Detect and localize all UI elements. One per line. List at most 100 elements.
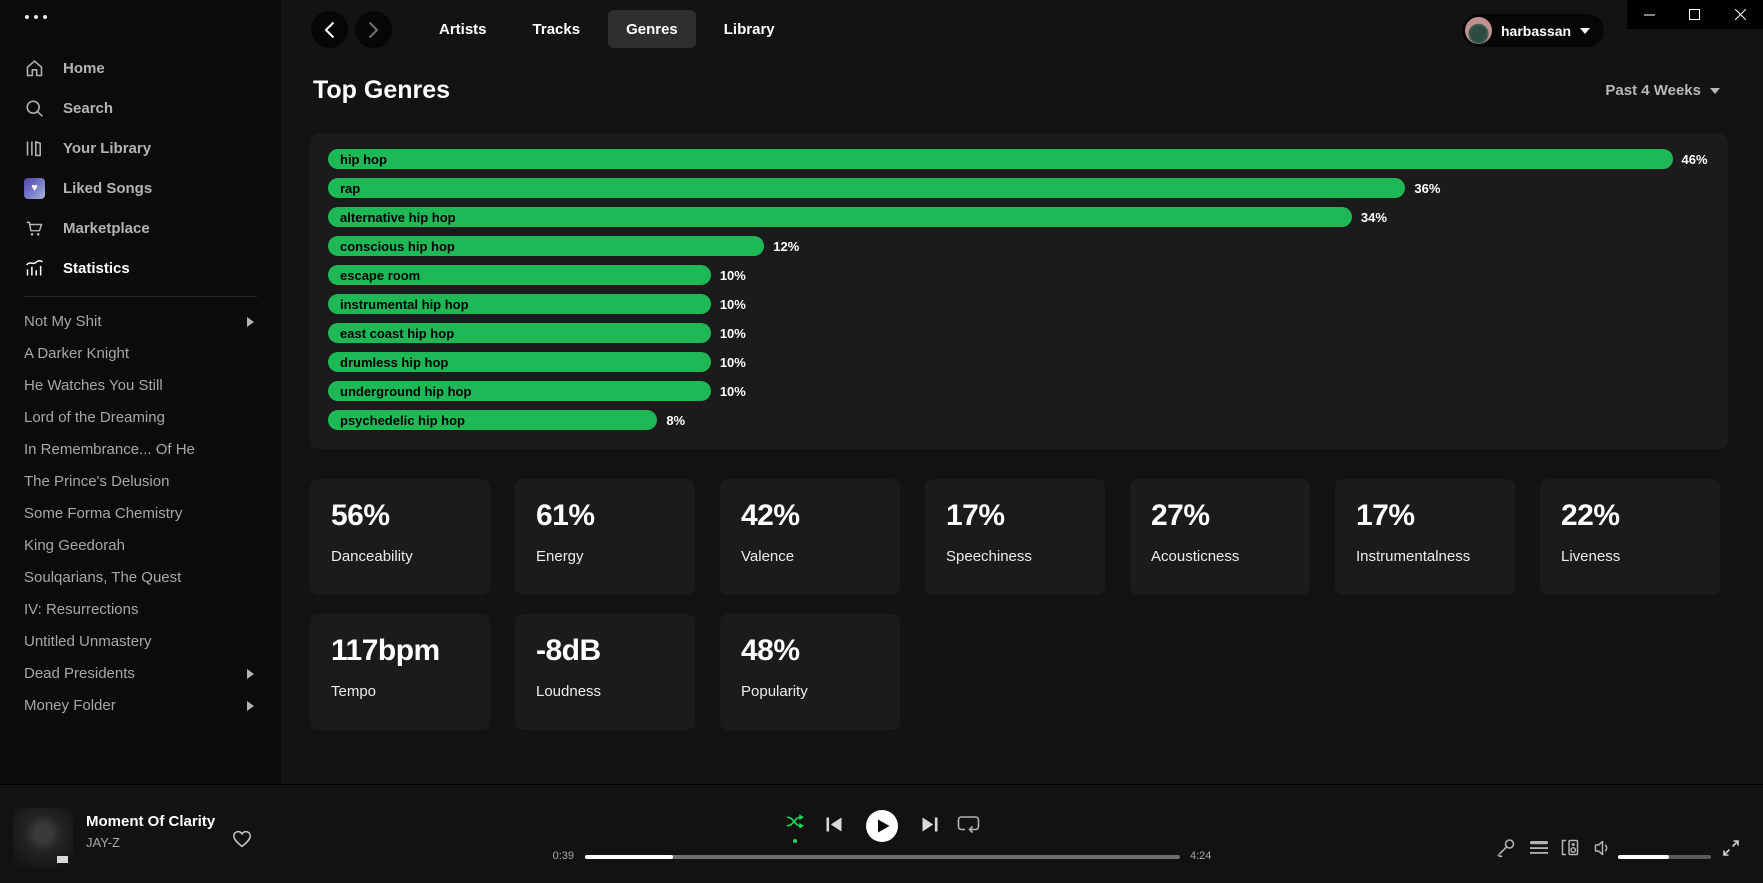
playlist-label: IV: Resurrections	[24, 600, 139, 618]
progress-bar[interactable]	[585, 855, 1180, 859]
user-name: harbassan	[1501, 22, 1572, 39]
track-artist[interactable]: JAY-Z	[86, 835, 120, 850]
volume-slider[interactable]	[1618, 855, 1711, 859]
back-button[interactable]	[311, 11, 348, 48]
genre-bar-label: conscious hip hop	[340, 238, 455, 254]
playlist-item-not-my-shit[interactable]: Not My Shit	[0, 305, 281, 337]
volume-button[interactable]	[1594, 840, 1611, 861]
elapsed-time: 0:39	[552, 850, 574, 862]
track-title[interactable]: Moment Of Clarity	[86, 813, 216, 830]
queue-button[interactable]	[1530, 841, 1548, 860]
tab-artists[interactable]: Artists	[421, 10, 505, 48]
view-tabs: Artists Tracks Genres Library	[421, 10, 793, 48]
sidebar-item-liked-songs[interactable]: ♥ Liked Songs	[0, 168, 281, 208]
playback-controls	[786, 810, 982, 846]
genre-bar: east coast hip hop	[328, 323, 711, 343]
liked-heart-icon: ♥	[24, 177, 45, 199]
playlist-item-lord-of-the-dreaming[interactable]: Lord of the Dreaming	[0, 401, 281, 433]
playlist-item-a-darker-knight[interactable]: A Darker Knight	[0, 337, 281, 369]
playlist-label: Some Forma Chemistry	[24, 504, 183, 522]
stat-label: Liveness	[1561, 548, 1621, 565]
genre-bar-row: drumless hip hop 10%	[328, 352, 1710, 372]
time-range-label: Past 4 Weeks	[1605, 82, 1701, 99]
genre-bar-row: alternative hip hop 34%	[328, 207, 1710, 227]
shuffle-button[interactable]	[786, 813, 805, 843]
fullscreen-icon	[1723, 840, 1739, 856]
stat-card-valence: 42% Valence	[720, 479, 900, 595]
sidebar-item-your-library[interactable]: Your Library	[0, 128, 281, 168]
playlist-item-iv-resurrections[interactable]: IV: Resurrections	[0, 593, 281, 625]
stat-card-liveness: 22% Liveness	[1540, 479, 1720, 595]
repeat-button[interactable]	[957, 815, 980, 840]
playlist-label: Dead Presidents	[24, 664, 135, 682]
genre-bar: alternative hip hop	[328, 207, 1352, 227]
genre-bar: conscious hip hop	[328, 236, 765, 256]
playlist-item-some-forma-chemistry[interactable]: Some Forma Chemistry	[0, 497, 281, 529]
stat-value: 48%	[741, 634, 800, 667]
playlist-item-soulqarians-the-quest[interactable]: Soulqarians, The Quest	[0, 561, 281, 593]
genre-bar-row: psychedelic hip hop 8%	[328, 410, 1710, 430]
next-button[interactable]	[922, 817, 938, 837]
repeat-icon	[957, 816, 980, 834]
stat-value: 22%	[1561, 499, 1620, 532]
skip-next-icon	[922, 817, 938, 832]
genre-bar-label: alternative hip hop	[340, 209, 456, 225]
genre-bar: psychedelic hip hop	[328, 410, 658, 430]
stat-value: 61%	[536, 499, 595, 532]
previous-button[interactable]	[826, 817, 842, 837]
microphone-icon	[1497, 839, 1515, 858]
sidebar-item-home[interactable]: Home	[0, 48, 281, 88]
sidebar-item-marketplace[interactable]: Marketplace	[0, 208, 281, 248]
genre-bar-label: instrumental hip hop	[340, 296, 469, 312]
stat-card-speechiness: 17% Speechiness	[925, 479, 1105, 595]
playlist-item-king-geedorah[interactable]: King Geedorah	[0, 529, 281, 561]
user-menu[interactable]: harbassan	[1462, 14, 1605, 47]
genre-bar-label: hip hop	[340, 151, 387, 167]
tab-library[interactable]: Library	[706, 10, 793, 48]
time-range-dropdown[interactable]: Past 4 Weeks	[1605, 82, 1720, 99]
tab-tracks[interactable]: Tracks	[515, 10, 599, 48]
playlist-item-dead-presidents[interactable]: Dead Presidents	[0, 657, 281, 689]
playlist-item-untitled-unmastery[interactable]: Untitled Unmastery	[0, 625, 281, 657]
playlist-label: Soulqarians, The Quest	[24, 568, 182, 586]
search-icon	[24, 98, 45, 119]
genre-bar-label: psychedelic hip hop	[340, 412, 465, 428]
playlist-item-he-watches-you-still[interactable]: He Watches You Still	[0, 369, 281, 401]
minimize-button[interactable]	[1627, 0, 1672, 29]
lyrics-button[interactable]	[1496, 838, 1516, 863]
playlist-list: Not My Shit A Darker Knight He Watches You…	[0, 305, 281, 721]
close-icon	[1734, 9, 1746, 20]
genre-bar-value: 34%	[1360, 209, 1387, 225]
playlist-item-the-prince-s-delusion[interactable]: The Prince's Delusion	[0, 465, 281, 497]
stat-label: Valence	[741, 548, 795, 565]
forward-button[interactable]	[355, 11, 392, 48]
maximize-icon	[1689, 9, 1701, 20]
playlist-label: The Prince's Delusion	[24, 472, 170, 490]
play-icon	[877, 819, 889, 833]
genre-bar: drumless hip hop	[328, 352, 711, 372]
genre-bar-label: escape room	[340, 267, 421, 283]
like-button[interactable]	[232, 830, 252, 853]
genre-bar-value: 10%	[719, 296, 746, 312]
menu-ellipsis-icon[interactable]	[25, 15, 47, 19]
sidebar-item-statistics[interactable]: Statistics	[0, 248, 281, 288]
tab-genres[interactable]: Genres	[608, 10, 696, 48]
sidebar-item-label: Search	[63, 99, 114, 117]
fullscreen-button[interactable]	[1723, 840, 1739, 861]
maximize-button[interactable]	[1672, 0, 1717, 29]
genre-bar-value: 10%	[719, 354, 746, 370]
play-button[interactable]	[866, 810, 898, 842]
playlist-label: A Darker Knight	[24, 344, 130, 362]
genre-bar-value: 8%	[666, 412, 686, 428]
devices-icon	[1561, 839, 1579, 856]
close-button[interactable]	[1718, 0, 1763, 29]
playlist-item-money-folder[interactable]: Money Folder	[0, 689, 281, 721]
page-title: Top Genres	[313, 76, 451, 104]
sidebar-item-search[interactable]: Search	[0, 88, 281, 128]
playlist-item-in-remembrance-of-he[interactable]: In Remembrance... Of He	[0, 433, 281, 465]
connect-device-button[interactable]	[1561, 839, 1579, 861]
album-art[interactable]	[13, 808, 73, 868]
sidebar-item-label: Marketplace	[63, 219, 150, 237]
genre-bar-label: east coast hip hop	[340, 325, 455, 341]
stat-card-instrumentalness: 17% Instrumentalness	[1335, 479, 1515, 595]
